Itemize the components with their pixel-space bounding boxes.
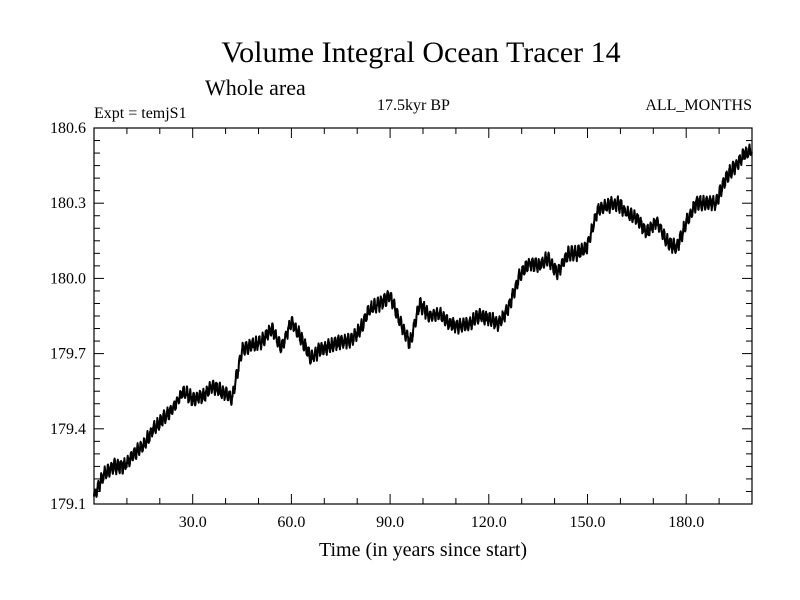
chart-title: Volume Integral Ocean Tracer 14 [221,36,620,69]
experiment-label: Expt = temjS1 [94,105,187,122]
chart-subtitle: Whole area [205,75,306,100]
period-label: 17.5kyr BP [377,97,450,114]
y-tick-label: 179.7 [50,346,86,363]
x-tick-label: 30.0 [179,514,207,531]
y-tick-label: 179.4 [50,421,86,438]
y-tick-label: 180.6 [50,120,86,137]
series-line-tracer-14 [93,143,753,498]
x-tick-label: 120.0 [471,514,507,531]
y-axis-ticks [94,140,752,492]
months-label: ALL_MONTHS [645,97,752,114]
y-axis-tick-labels: 179.1 179.4 179.7 180.0 180.3 180.6 [50,120,86,513]
y-tick-label: 180.0 [50,270,86,287]
x-tick-label: 90.0 [376,514,404,531]
y-tick-label: 179.1 [50,496,86,513]
x-tick-label: 180.0 [668,514,704,531]
y-tick-label: 180.3 [50,195,86,212]
plot-frame [93,127,753,505]
x-tick-label: 60.0 [277,514,305,531]
x-axis-ticks [126,128,720,504]
x-axis-tick-labels: 30.0 60.0 90.0 120.0 150.0 180.0 [179,514,705,531]
x-axis-label: Time (in years since start) [319,539,527,561]
x-tick-label: 150.0 [570,514,606,531]
